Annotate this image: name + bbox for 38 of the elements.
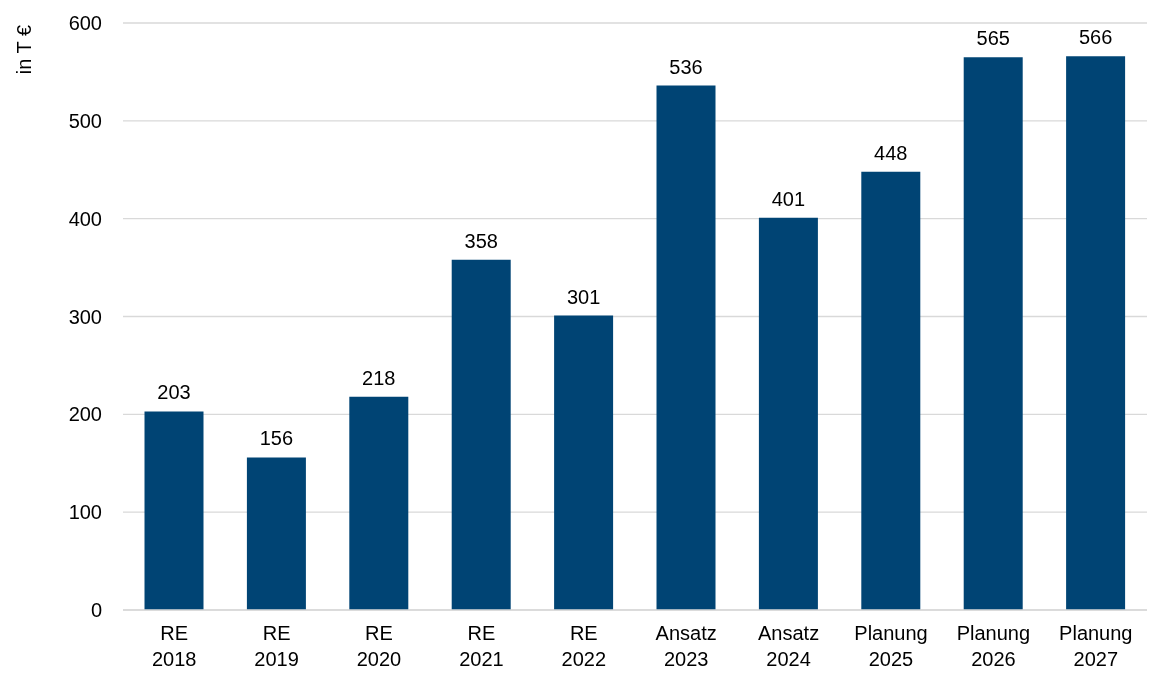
data-label: 358: [464, 229, 498, 252]
y-tick-label: 600: [68, 12, 102, 35]
x-tick-label: RE 2019: [254, 622, 299, 670]
bar: [451, 259, 511, 610]
bar: [656, 85, 716, 610]
x-tick-label: Planung 2025: [854, 622, 928, 670]
data-label: 401: [771, 187, 806, 210]
bar: [1066, 56, 1126, 610]
y-tick-label: 300: [68, 305, 102, 328]
bar: [758, 217, 818, 610]
x-tick-label: RE 2022: [561, 622, 607, 670]
x-tick-label: Planung 2027: [1059, 622, 1133, 670]
x-tick-label: RE 2018: [151, 622, 197, 670]
data-label: 218: [362, 366, 396, 389]
bar: [144, 411, 204, 610]
data-label: 156: [259, 427, 294, 450]
x-tick-label: RE 2020: [356, 622, 402, 670]
bar: [861, 171, 921, 610]
x-tick-label: Ansatz 2023: [655, 622, 717, 670]
x-tick-label: Planung 2026: [956, 622, 1031, 670]
data-label: 448: [874, 141, 908, 164]
y-tick-label: 200: [68, 403, 102, 426]
data-label: 565: [976, 27, 1010, 50]
y-tick-label: 400: [68, 207, 102, 230]
y-tick-label: 0: [90, 599, 102, 622]
data-label: 203: [157, 381, 191, 404]
data-label: 301: [566, 285, 601, 308]
bar: [963, 57, 1023, 610]
data-label: 536: [669, 55, 703, 78]
bar: [554, 315, 614, 610]
bar: [246, 457, 306, 610]
data-label: 566: [1078, 26, 1113, 49]
bar: [349, 396, 409, 610]
y-axis-title: in T €: [13, 25, 35, 75]
y-tick-label: 500: [68, 109, 102, 132]
x-tick-label: Ansatz 2024: [758, 622, 820, 670]
x-tick-label: RE 2021: [459, 622, 504, 670]
y-tick-label: 100: [68, 501, 102, 524]
